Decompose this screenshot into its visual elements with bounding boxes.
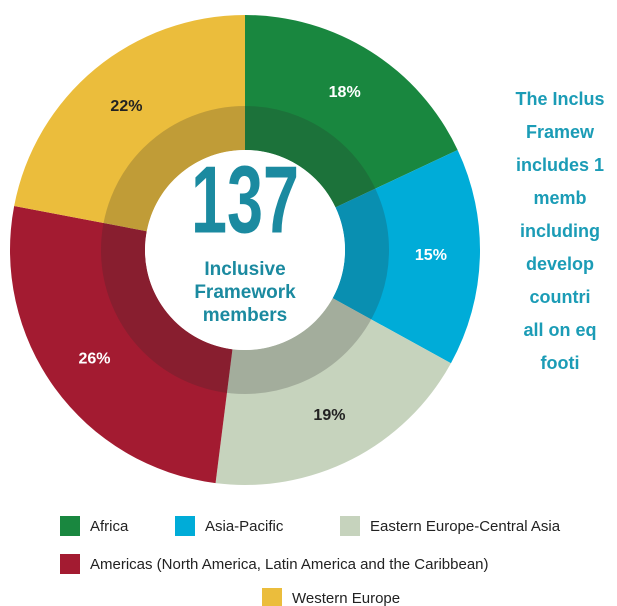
legend-label: Western Europe xyxy=(292,590,400,606)
legend-swatch xyxy=(340,516,360,536)
donut-segment xyxy=(332,149,481,364)
annotation-line: includes 1 xyxy=(516,155,604,175)
donut-segment xyxy=(10,205,233,484)
value-label: 22% xyxy=(110,98,142,115)
value-label: 15% xyxy=(415,247,447,264)
annotation-line: countri xyxy=(530,287,591,307)
annotation-line: memb xyxy=(533,188,586,208)
value-label: 18% xyxy=(329,84,361,101)
center-label: Inclusive xyxy=(204,259,285,280)
legend-swatch xyxy=(262,588,282,606)
legend-label: Eastern Europe-Central Asia xyxy=(370,518,561,535)
inner-ring xyxy=(101,106,389,394)
annotation-line: The Inclus xyxy=(515,89,604,109)
legend-label: Asia-Pacific xyxy=(205,518,284,535)
annotation-line: all on eq xyxy=(523,320,596,340)
center-number: 137 xyxy=(191,146,299,253)
legend-label: Americas (North America, Latin America a… xyxy=(90,556,489,573)
center-label: Framework xyxy=(194,282,296,303)
annotation-line: footi xyxy=(541,353,580,373)
legend-swatch xyxy=(175,516,195,536)
donut-segment xyxy=(245,15,458,208)
center-label: members xyxy=(203,305,288,326)
annotation-line: Framew xyxy=(526,122,595,142)
annotation-line: including xyxy=(520,221,600,241)
donut-segment xyxy=(215,298,451,485)
value-label: 19% xyxy=(313,407,345,424)
value-label: 26% xyxy=(79,351,111,368)
center-hole xyxy=(145,150,345,350)
legend-label: Africa xyxy=(90,518,129,535)
annotation-line: develop xyxy=(526,254,594,274)
legend-swatch xyxy=(60,516,80,536)
legend-swatch xyxy=(60,554,80,574)
donut-segment xyxy=(14,15,246,232)
